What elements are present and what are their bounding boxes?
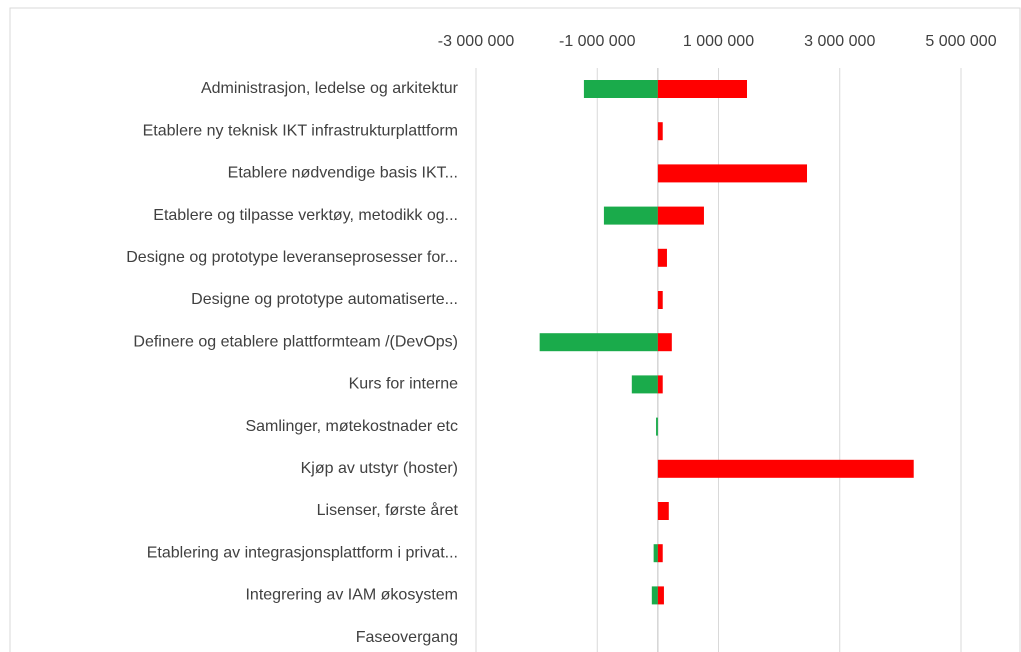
- y-tick-label: Faseovergang: [356, 629, 458, 646]
- x-tick-label: 3 000 000: [804, 33, 875, 50]
- y-tick-label: Integrering av IAM økosystem: [245, 587, 458, 604]
- x-tick-label: 1 000 000: [683, 33, 754, 50]
- x-tick-label: 5 000 000: [925, 33, 996, 50]
- y-tick-label: Definere og etablere plattformteam /(Dev…: [133, 333, 458, 350]
- y-tick-label: Etablering av integrasjonsplattform i pr…: [147, 544, 458, 561]
- bar: [539, 333, 658, 352]
- y-tick-label: Administrasjon, ledelse og arkitektur: [201, 80, 459, 97]
- bar: [583, 80, 658, 98]
- bar: [631, 375, 658, 394]
- x-tick-label: -3 000 000: [438, 33, 515, 50]
- x-tick-label: -1 000 000: [559, 33, 636, 50]
- chart-frame: [9, 7, 1021, 652]
- bar: [657, 586, 664, 605]
- bar: [657, 248, 667, 267]
- y-tick-label: Kjøp av utstyr (hoster): [301, 460, 458, 477]
- y-tick-label: Lisenser, første året: [317, 501, 459, 519]
- bar: [657, 544, 663, 563]
- bar: [657, 375, 663, 394]
- y-tick-label: Designe og prototype automatiserte...: [191, 291, 458, 308]
- bar: [653, 544, 658, 563]
- bar: [603, 206, 658, 225]
- y-tick-label: Kurs for interne: [349, 376, 458, 393]
- bar: [657, 80, 747, 98]
- bar: [657, 206, 704, 225]
- y-tick-label: Etablere nødvendige basis IKT...: [228, 165, 458, 182]
- bar: [657, 122, 663, 141]
- y-tick-label: Samlinger, møtekostnader etc: [245, 418, 458, 435]
- bar: [657, 291, 663, 309]
- bar: [657, 333, 672, 352]
- y-tick-label: Etablere ny teknisk IKT infrastrukturpla…: [143, 122, 458, 139]
- y-tick-label: Designe og prototype leveranseprosesser …: [126, 249, 458, 266]
- bar: [657, 502, 669, 520]
- bar: [657, 459, 914, 478]
- bar: [651, 586, 658, 605]
- y-tick-label: Etablere og tilpasse verktøy, metodikk o…: [153, 207, 458, 224]
- bar: [656, 417, 658, 436]
- bar: [657, 164, 808, 183]
